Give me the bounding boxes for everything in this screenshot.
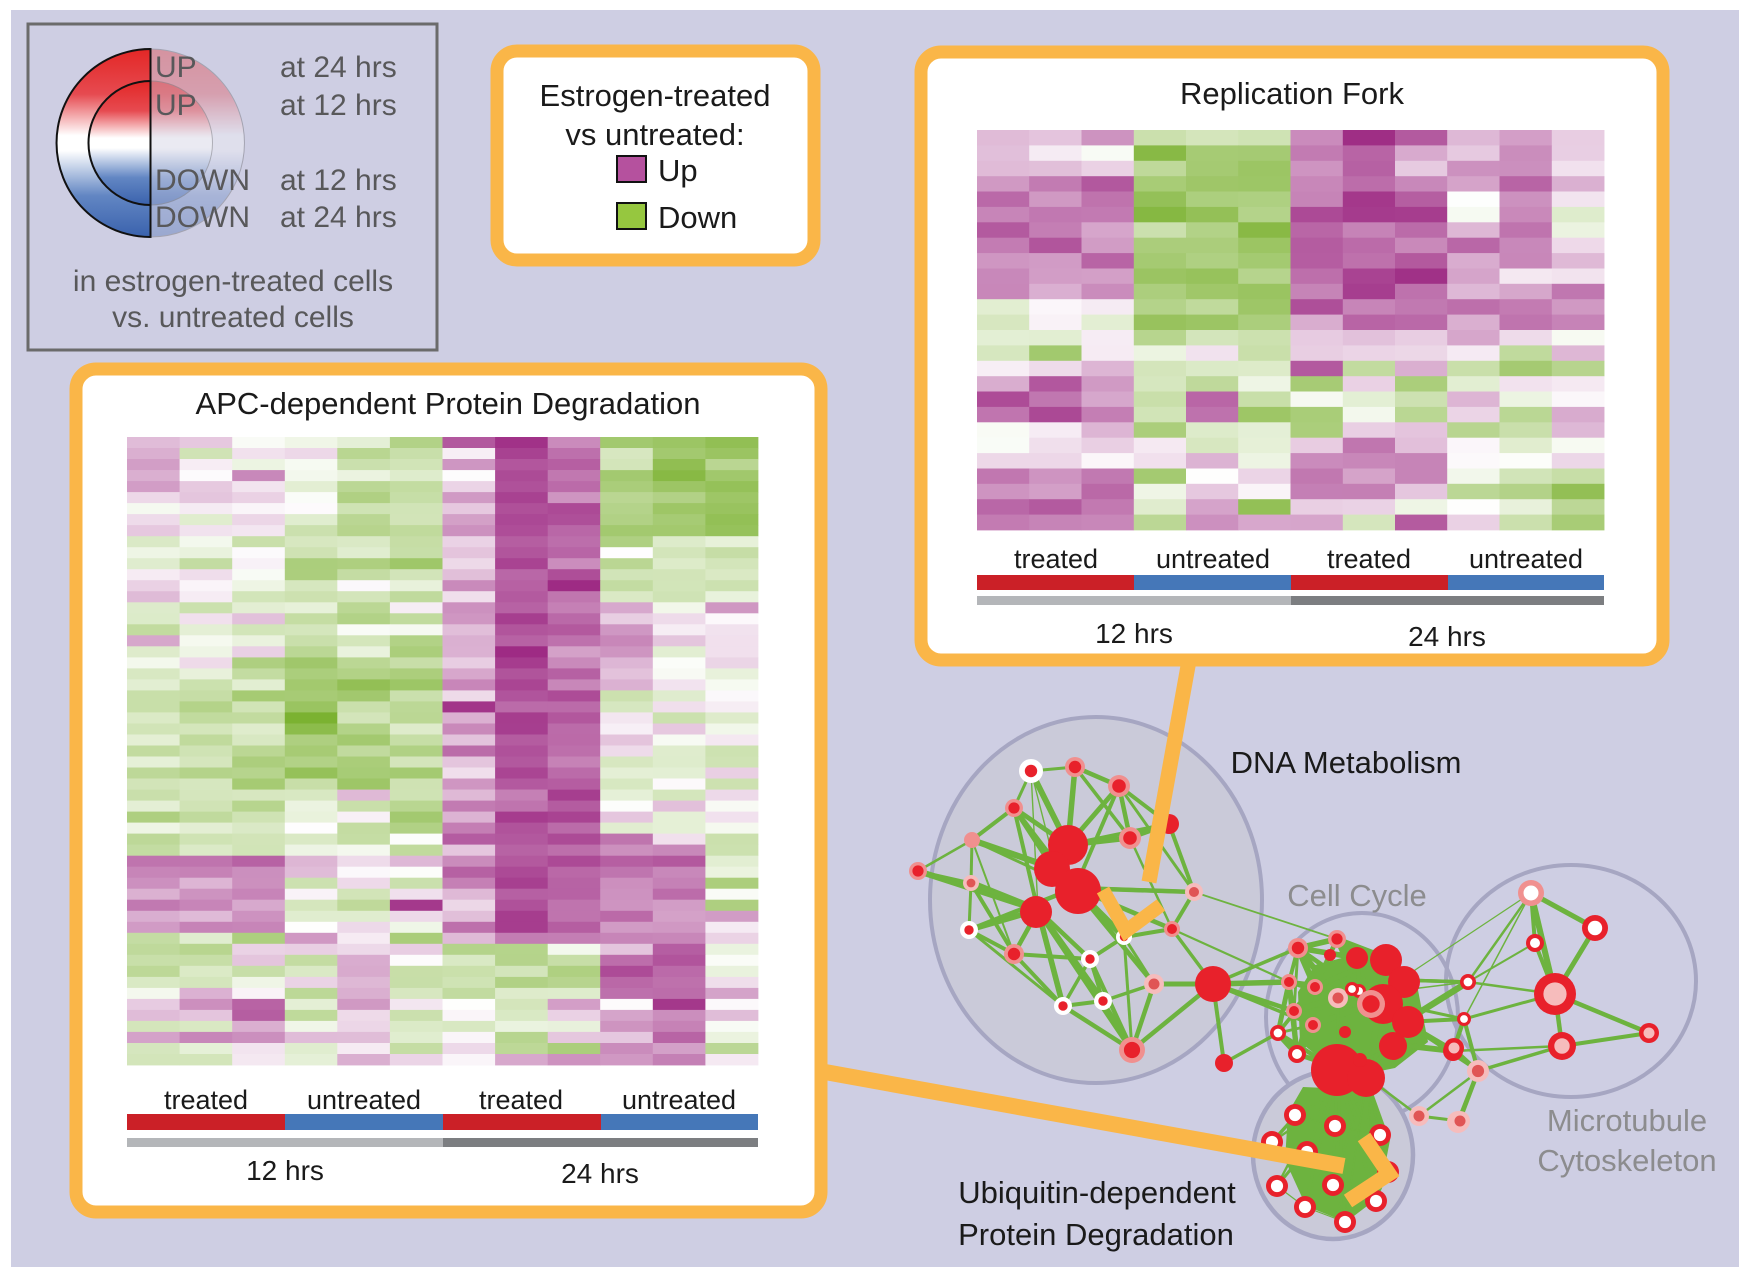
svg-text:untreated: untreated xyxy=(307,1085,421,1115)
svg-text:at 24 hrs: at 24 hrs xyxy=(280,51,397,84)
svg-text:Cell Cycle: Cell Cycle xyxy=(1287,878,1427,913)
svg-text:Estrogen-treated: Estrogen-treated xyxy=(540,78,771,113)
svg-text:DOWN: DOWN xyxy=(155,164,250,197)
svg-text:24 hrs: 24 hrs xyxy=(1408,621,1486,652)
svg-text:vs. untreated cells: vs. untreated cells xyxy=(112,301,354,334)
svg-text:Cytoskeleton: Cytoskeleton xyxy=(1537,1143,1716,1178)
svg-text:Replication Fork: Replication Fork xyxy=(1180,76,1404,111)
svg-text:Ubiquitin-dependent: Ubiquitin-dependent xyxy=(958,1175,1236,1210)
svg-text:DOWN: DOWN xyxy=(155,201,250,234)
svg-text:APC-dependent Protein Degradat: APC-dependent Protein Degradation xyxy=(196,386,701,421)
svg-text:Up: Up xyxy=(658,153,698,188)
svg-text:treated: treated xyxy=(1014,544,1098,574)
svg-text:UP: UP xyxy=(155,51,197,84)
svg-text:Microtubule: Microtubule xyxy=(1547,1103,1707,1138)
svg-text:at 12 hrs: at 12 hrs xyxy=(280,164,397,197)
svg-text:12 hrs: 12 hrs xyxy=(246,1155,324,1186)
svg-text:treated: treated xyxy=(164,1085,248,1115)
svg-text:at 12 hrs: at 12 hrs xyxy=(280,89,397,122)
svg-text:treated: treated xyxy=(479,1085,563,1115)
svg-text:untreated: untreated xyxy=(622,1085,736,1115)
svg-text:in estrogen-treated cells: in estrogen-treated cells xyxy=(73,265,393,298)
svg-text:12 hrs: 12 hrs xyxy=(1095,618,1173,649)
svg-text:DNA Metabolism: DNA Metabolism xyxy=(1231,745,1462,780)
svg-text:UP: UP xyxy=(155,89,197,122)
svg-text:Down: Down xyxy=(658,200,737,235)
svg-text:Protein Degradation: Protein Degradation xyxy=(958,1217,1234,1252)
svg-text:treated: treated xyxy=(1327,544,1411,574)
svg-text:untreated: untreated xyxy=(1469,544,1583,574)
svg-text:vs untreated:: vs untreated: xyxy=(565,117,744,152)
svg-text:at 24 hrs: at 24 hrs xyxy=(280,201,397,234)
svg-text:untreated: untreated xyxy=(1156,544,1270,574)
svg-text:24 hrs: 24 hrs xyxy=(561,1158,639,1189)
